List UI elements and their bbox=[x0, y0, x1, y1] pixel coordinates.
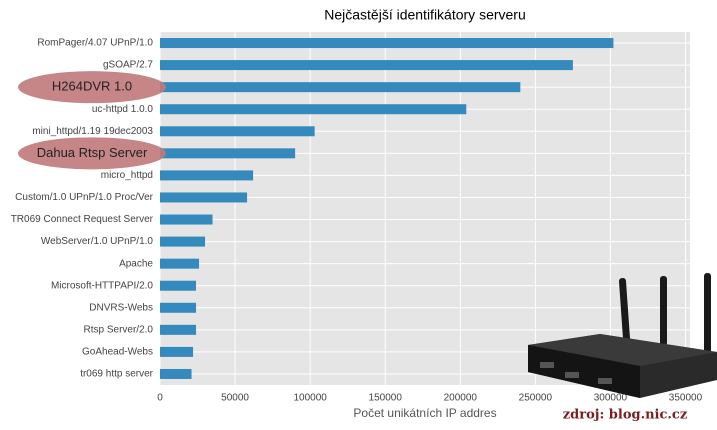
x-tick-label: 350000 bbox=[669, 393, 703, 404]
x-tick-label: 300000 bbox=[594, 393, 628, 404]
router-photo bbox=[528, 273, 717, 398]
y-tick-label: WebServer/1.0 UPnP/1.0 bbox=[41, 236, 154, 247]
y-tick-label: gSOAP/2.7 bbox=[103, 60, 153, 71]
bar bbox=[160, 214, 213, 225]
chart-title: Nejčastější identifikátory serveru bbox=[324, 7, 526, 23]
bar bbox=[160, 258, 200, 269]
x-axis-label: Počet unikátních IP addres bbox=[353, 406, 496, 420]
y-tick-label: Rtsp Server/2.0 bbox=[84, 324, 154, 335]
x-tick-label: 0 bbox=[157, 393, 163, 404]
bar bbox=[160, 236, 206, 247]
y-tick-label: micro_httpd bbox=[101, 170, 153, 181]
bar bbox=[160, 82, 521, 93]
y-tick-label: H264DVR 1.0 bbox=[52, 79, 132, 94]
y-tick-label: Dahua Rtsp Server bbox=[37, 145, 148, 160]
highlight-ellipse bbox=[18, 137, 166, 170]
y-tick-label: TR069 Connect Request Server bbox=[11, 214, 154, 225]
bar bbox=[160, 192, 248, 203]
y-tick-label: Apache bbox=[119, 258, 153, 269]
bar bbox=[160, 324, 197, 335]
bar bbox=[160, 148, 296, 159]
bar bbox=[160, 126, 315, 137]
bar bbox=[160, 346, 194, 357]
x-tick-label: 250000 bbox=[519, 393, 553, 404]
y-tick-label: RomPager/4.07 UPnP/1.0 bbox=[37, 38, 153, 49]
bar bbox=[160, 368, 192, 379]
bar bbox=[160, 170, 254, 181]
bar bbox=[160, 104, 467, 115]
x-tick-label: 200000 bbox=[444, 393, 478, 404]
y-tick-label: tr069 http server bbox=[80, 369, 153, 380]
bar bbox=[160, 280, 197, 291]
y-tick-label: mini_httpd/1.19 19dec2003 bbox=[32, 126, 153, 137]
y-tick-label: Microsoft-HTTPAPI/2.0 bbox=[51, 280, 153, 291]
highlight-ellipse bbox=[18, 71, 166, 104]
y-tick-label: uc-httpd 1.0.0 bbox=[92, 104, 154, 115]
x-tick-label: 50000 bbox=[221, 393, 249, 404]
bar bbox=[160, 302, 197, 313]
source-note: zdroj: blog.nic.cz bbox=[563, 408, 687, 423]
y-tick-label: GoAhead-Webs bbox=[82, 347, 153, 358]
x-tick-label: 100000 bbox=[293, 393, 327, 404]
bar bbox=[160, 60, 573, 71]
y-tick-label: Custom/1.0 UPnP/1.0 Proc/Ver bbox=[15, 192, 154, 203]
x-tick-label: 150000 bbox=[369, 393, 403, 404]
bar bbox=[160, 38, 614, 49]
y-tick-label: DNVRS-Webs bbox=[89, 302, 153, 313]
